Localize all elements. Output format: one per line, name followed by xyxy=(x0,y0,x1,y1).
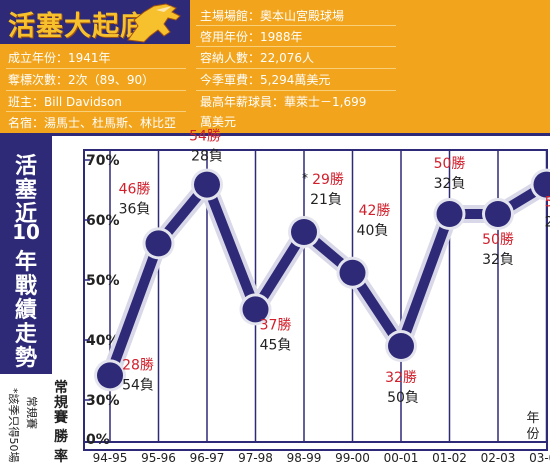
footnote-star: * xyxy=(302,171,308,185)
y-tick-label: 40% xyxy=(86,333,120,349)
data-point xyxy=(242,296,269,323)
chart-title-char: 活 xyxy=(14,154,37,179)
series-line xyxy=(101,175,550,385)
losses-label: 21負 xyxy=(310,192,342,208)
losses-label: 36負 xyxy=(119,201,151,217)
wins-label: 37勝 xyxy=(260,317,292,333)
wins-label: 50勝 xyxy=(482,232,514,248)
y-label-char: 勝 xyxy=(54,428,69,445)
chart-title-char: 走 xyxy=(14,322,37,347)
info-top-salary-cont: 萬美元 xyxy=(200,115,237,129)
y-label-char: 率 xyxy=(54,448,68,465)
info-legends: 名宿：湯馬士、杜馬斯、林比亞 xyxy=(8,116,177,130)
y-axis-ticks: 30% 40% 50% 60% 70% 0% xyxy=(84,153,120,448)
divider xyxy=(6,90,186,91)
x-axis-label-char: 份 xyxy=(526,427,539,442)
chart-title-char: 近 xyxy=(14,202,37,227)
y-tick-label: 70% xyxy=(86,153,120,169)
x-tick-label: 03-04 xyxy=(529,451,550,465)
info-top-salary: 最高年薪球員：華萊士－1,699 xyxy=(200,95,367,109)
data-labels: 28勝 54負 46勝 36負 54勝 28負 37勝 45負 * 29勝 21負 42勝 40負 32勝… xyxy=(119,129,550,406)
losses-label: 40負 xyxy=(357,223,389,239)
data-point xyxy=(436,201,463,227)
losses-label: 28負 xyxy=(545,215,550,231)
x-axis-label-char: 年 xyxy=(526,411,539,426)
y-label-char: 賽 xyxy=(53,409,69,426)
data-point xyxy=(194,171,220,198)
footnote-text: *該季只得50場 xyxy=(7,388,21,463)
wins-label: 54勝 xyxy=(189,129,221,145)
y-label-char: 規 xyxy=(54,395,68,411)
x-tick-label: 96-97 xyxy=(190,451,225,465)
horse-logo-icon xyxy=(127,3,181,43)
losses-label: 45負 xyxy=(260,337,292,353)
wins-label: 46勝 xyxy=(119,181,151,197)
data-point xyxy=(291,219,317,245)
chart-title-char: 10 xyxy=(12,220,40,244)
chart-title-char: 戰 xyxy=(14,274,37,299)
x-tick-label: 01-02 xyxy=(432,451,467,465)
chart-title-char: 勢 xyxy=(14,346,37,371)
chart-title-char: 塞 xyxy=(14,178,37,203)
x-tick-label: 00-01 xyxy=(384,451,419,465)
series-line-path xyxy=(105,179,550,381)
divider xyxy=(196,46,396,47)
data-point xyxy=(533,171,550,198)
chart-title-char: 年 xyxy=(14,250,37,275)
x-axis-ticks: 94-95 95-96 96-97 97-98 98-99 99-00 00-01 01-02… xyxy=(93,451,550,465)
divider xyxy=(196,90,396,91)
info-capacity: 容納人數：22,076人 xyxy=(200,51,314,65)
wins-label: 29勝 xyxy=(312,172,344,188)
x-tick-label: 97-98 xyxy=(238,451,273,465)
divider xyxy=(196,25,396,26)
y-tick-label-zero: 0% xyxy=(86,432,110,448)
chart-title-box: 活 塞 近 10 年 戰 績 走 勢 xyxy=(0,136,52,374)
x-tick-label: 99-00 xyxy=(335,451,370,465)
y-label-char: 常 xyxy=(54,379,68,396)
y-tick-label: 50% xyxy=(86,273,120,289)
footnote-text-2: 常規賽 xyxy=(25,396,39,429)
divider xyxy=(6,68,186,69)
info-opened: 啓用年份：1988年 xyxy=(200,30,303,44)
data-point xyxy=(339,259,366,286)
wins-label: 32勝 xyxy=(385,370,417,386)
x-tick-label: 02-03 xyxy=(481,451,516,465)
losses-label: 28負 xyxy=(191,149,223,165)
info-titles: 奪標次數：2次（89、90） xyxy=(8,73,155,87)
divider xyxy=(196,68,396,69)
wins-label: 54勝 xyxy=(545,195,550,211)
data-point xyxy=(145,230,172,257)
info-payroll: 今季軍費：5,294萬美元 xyxy=(200,73,331,87)
losses-label: 54負 xyxy=(122,377,154,393)
wins-label: 42勝 xyxy=(359,203,391,219)
header-banner: 活塞大起底 成立年份：1941年 奪標次數：2次（89、90） 班主：Bill … xyxy=(0,0,550,136)
wins-label: 28勝 xyxy=(122,357,154,373)
x-tick-label: 94-95 xyxy=(93,451,128,465)
y-tick-label: 60% xyxy=(86,213,120,229)
x-tick-label: 95-96 xyxy=(141,451,176,465)
data-point xyxy=(485,201,511,227)
losses-label: 32負 xyxy=(482,252,514,268)
info-arena: 主場場館：奧本山宮殿球場 xyxy=(200,9,345,23)
losses-label: 32負 xyxy=(434,176,466,192)
data-points xyxy=(94,168,550,392)
info-owner: 班主：Bill Davidson xyxy=(8,95,122,109)
data-point xyxy=(388,333,414,359)
wins-label: 50勝 xyxy=(434,156,466,172)
page-title: 活塞大起底 xyxy=(8,11,148,42)
divider xyxy=(6,111,186,112)
y-tick-label: 30% xyxy=(86,393,120,409)
x-tick-label: 98-99 xyxy=(287,451,322,465)
data-point xyxy=(97,362,123,389)
chart-title-char: 績 xyxy=(14,298,37,323)
y-axis-label: 常 規 賽 勝 率 xyxy=(53,379,69,465)
info-founded: 成立年份：1941年 xyxy=(8,51,111,65)
losses-label: 50負 xyxy=(387,390,419,406)
